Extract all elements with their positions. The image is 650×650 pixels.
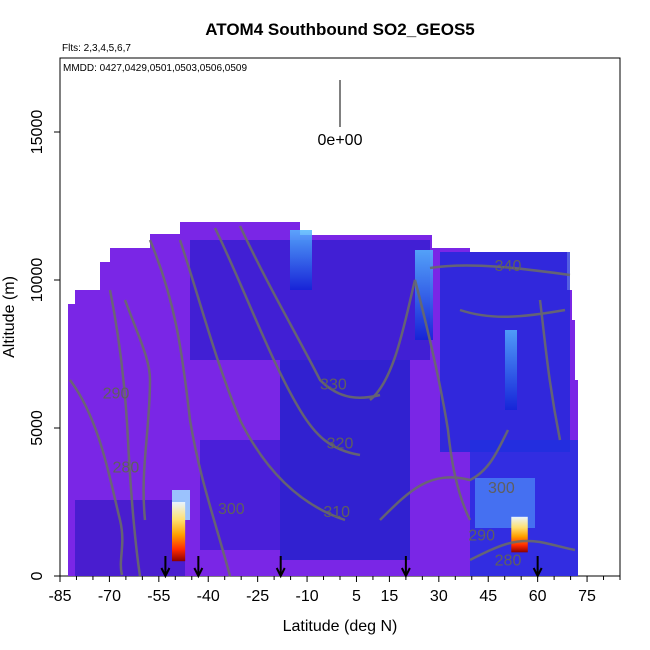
contour-line <box>178 239 346 522</box>
heatmap-field <box>68 222 578 576</box>
hotspot <box>172 502 186 562</box>
x-tick-label: -25 <box>246 588 269 605</box>
contour-label: 320 <box>327 436 354 453</box>
heatmap-streak <box>415 250 433 340</box>
y-axis: 0 5000 10000 15000 <box>29 110 60 580</box>
contour-label: 280 <box>113 459 140 476</box>
x-tick-label: 30 <box>430 588 448 605</box>
hotspot-layer <box>172 502 528 562</box>
contour-label: 290 <box>468 527 495 544</box>
x-tick-label: 5 <box>352 588 361 605</box>
colorbar-label: 0e+00 <box>318 132 363 149</box>
chart-title: ATOM4 Southbound SO2_GEOS5 <box>205 20 475 39</box>
contour-label: 300 <box>218 501 245 518</box>
y-tick-label: 5000 <box>29 410 46 446</box>
contour-line <box>238 225 381 400</box>
contour-line <box>469 539 576 562</box>
x-tick-label: 60 <box>529 588 547 605</box>
heatmap-band <box>200 440 280 550</box>
x-axis-label: Latitude (deg N) <box>283 618 398 635</box>
hotspot <box>511 516 528 553</box>
contour-label: 330 <box>320 377 347 394</box>
x-tick-label: -85 <box>48 588 71 605</box>
x-tick-label: 45 <box>479 588 497 605</box>
x-tick-label: -55 <box>147 588 170 605</box>
dates-note: MMDD: 0427,0429,0501,0503,0506,0509 <box>63 63 247 74</box>
heatmap-streak <box>505 330 517 410</box>
heatmap-band <box>75 500 185 576</box>
contour-label: 290 <box>103 385 130 402</box>
x-tick-label: -70 <box>98 588 121 605</box>
x-tick-label: -40 <box>197 588 220 605</box>
contour-line <box>369 279 472 521</box>
heatmap-band <box>280 360 410 560</box>
y-tick-label: 0 <box>29 571 46 580</box>
flight-marker-arrowhead <box>193 567 204 579</box>
contour-line <box>459 308 566 319</box>
contour-line <box>68 379 124 576</box>
x-tick-label: -10 <box>295 588 318 605</box>
contour-label: 310 <box>323 504 350 521</box>
contour-line <box>429 264 571 277</box>
heatmap-streak <box>290 230 312 290</box>
contour-lines <box>68 225 576 577</box>
contour-line <box>213 227 361 457</box>
x-axis: -85 -70 -55 -40 -25 -10 5 15 30 45 60 75 <box>48 576 621 605</box>
contour-label: 280 <box>495 553 522 570</box>
contour-line <box>379 429 510 521</box>
y-tick-label: 15000 <box>29 110 46 155</box>
contour-label: 340 <box>495 258 522 275</box>
y-axis-label: Altitude (m) <box>1 276 18 358</box>
x-tick-label: 15 <box>381 588 399 605</box>
flights-note: Flts: 2,3,4,5,6,7 <box>62 43 131 54</box>
contour-line <box>148 239 232 577</box>
x-tick-label: 75 <box>578 588 596 605</box>
flight-marker-arrowhead <box>160 567 171 579</box>
contour-line <box>108 289 142 577</box>
flight-marker-arrowhead <box>275 567 286 579</box>
contour-label: 300 <box>488 480 515 497</box>
contour-line <box>123 299 152 521</box>
y-tick-label: 10000 <box>29 258 46 303</box>
